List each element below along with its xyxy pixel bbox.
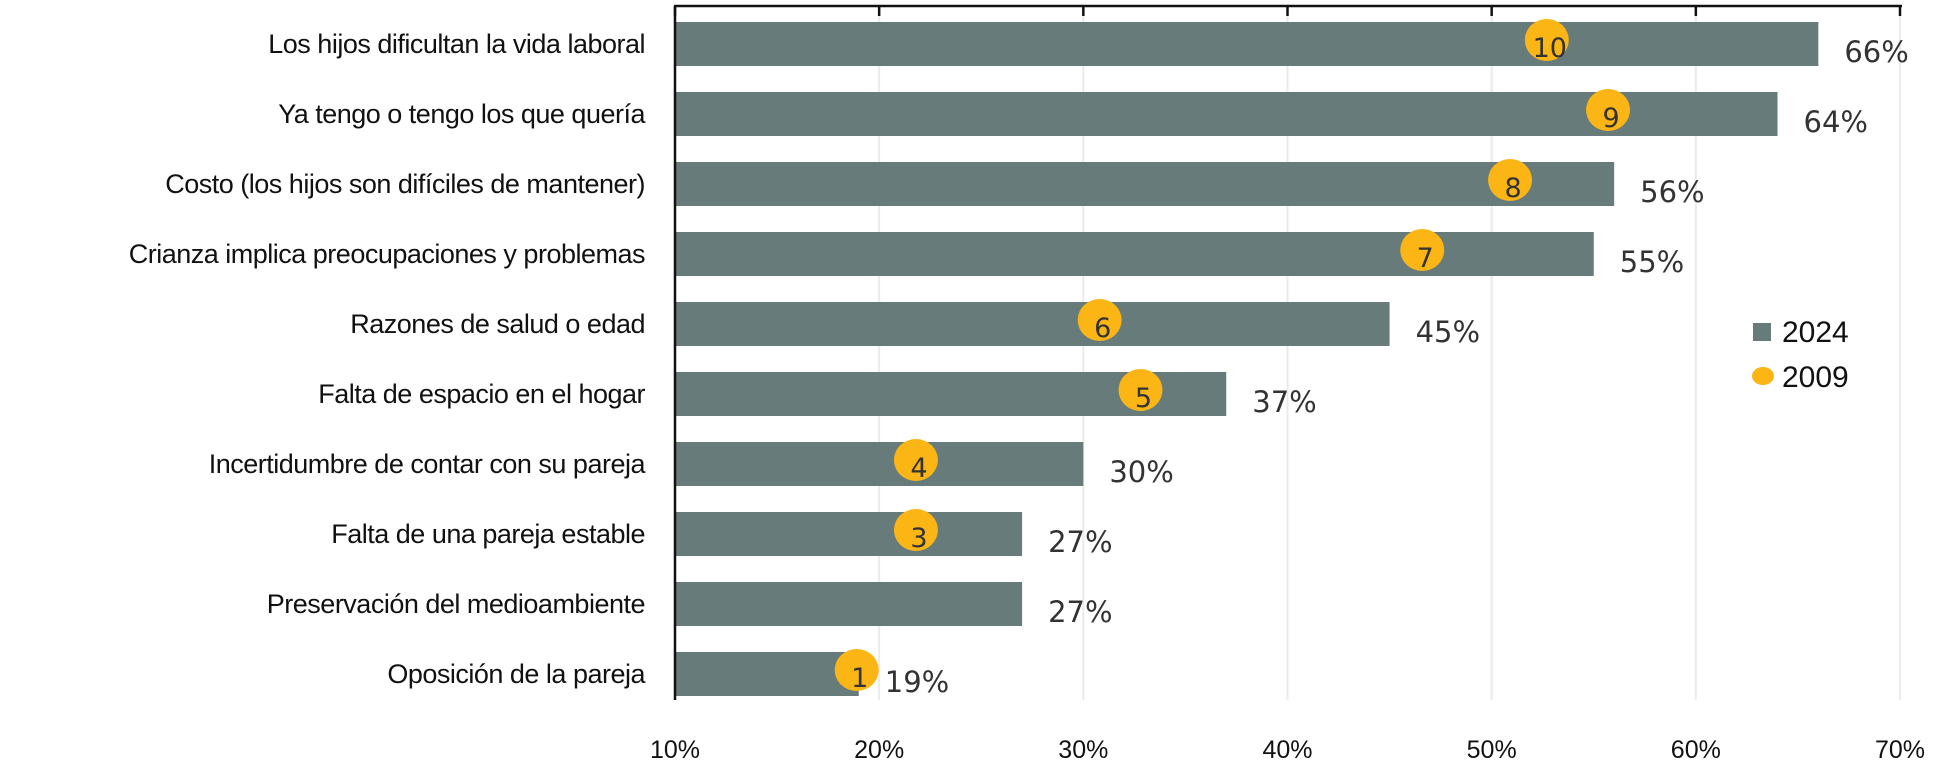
dot-rank-label: 9 xyxy=(1602,103,1619,134)
bar-2024 xyxy=(676,302,1390,346)
category-label: Costo (los hijos son difíciles de manten… xyxy=(165,169,645,199)
category-label: Ya tengo o tengo los que quería xyxy=(278,99,646,129)
bars-2024 xyxy=(676,22,1819,696)
dot-rank-label: 8 xyxy=(1504,173,1521,204)
value-label: 19% xyxy=(885,665,949,699)
value-label: 66% xyxy=(1844,35,1908,69)
dot-2009 xyxy=(1077,299,1122,341)
bar-2024 xyxy=(676,442,1084,486)
value-label: 27% xyxy=(1048,595,1112,629)
x-tick-label: 50% xyxy=(1467,736,1517,764)
category-label: Incertidumbre de contar con su pareja xyxy=(209,449,647,479)
bar-2024 xyxy=(676,232,1594,276)
dot-2009 xyxy=(834,649,879,691)
bar-2024 xyxy=(676,582,1023,626)
value-labels: 66% 64% 56% 55% 45% 37% 30% 27% 27% 19% xyxy=(885,35,1909,699)
category-label: Preservación del medioambiente xyxy=(267,589,645,619)
value-label: 55% xyxy=(1620,245,1684,279)
dot-rank-label: 7 xyxy=(1417,243,1434,274)
dot-rank-label: 4 xyxy=(910,453,927,484)
category-label: Falta de una pareja estable xyxy=(331,519,645,549)
legend: 2024 2009 xyxy=(1752,316,1849,394)
legend-label-2009: 2009 xyxy=(1782,361,1849,394)
bar-2024 xyxy=(676,512,1023,556)
category-label: Oposición de la pareja xyxy=(387,659,646,689)
x-tick-label: 60% xyxy=(1671,736,1721,764)
dot-2009 xyxy=(893,509,938,551)
dot-2009 xyxy=(1524,19,1569,61)
value-label: 45% xyxy=(1416,315,1480,349)
dot-2009 xyxy=(893,439,938,481)
dot-rank-label: 1 xyxy=(851,663,868,694)
bar-2024 xyxy=(676,652,859,696)
category-label: Falta de espacio en el hogar xyxy=(318,379,645,409)
value-label: 56% xyxy=(1640,175,1704,209)
category-label: Razones de salud o edad xyxy=(350,309,645,339)
dot-2009 xyxy=(1488,159,1533,201)
dot-2009 xyxy=(1118,369,1163,411)
dot-rank-label: 6 xyxy=(1094,313,1111,344)
dot-2009 xyxy=(1400,229,1445,271)
bar-2024 xyxy=(676,22,1819,66)
dot-rank-label: 5 xyxy=(1135,383,1152,414)
dots-2009: 10 9 8 7 6 5 4 3 1 xyxy=(834,19,1631,694)
x-tick-labels: 10% 20% 30% 40% 50% 60% 70% xyxy=(650,736,1925,764)
x-tick-label: 40% xyxy=(1262,736,1312,764)
x-tick-label: 70% xyxy=(1875,736,1925,764)
category-label: Crianza implica preocupaciones y problem… xyxy=(129,239,645,269)
x-tick-label: 20% xyxy=(854,736,904,764)
value-label: 37% xyxy=(1252,385,1316,419)
legend-swatch-2009 xyxy=(1752,367,1774,385)
x-tick-label: 10% xyxy=(650,736,700,764)
legend-label-2024: 2024 xyxy=(1782,316,1849,349)
category-labels: Los hijos dificultan la vida laboral Ya t… xyxy=(129,29,647,689)
dot-rank-label: 10 xyxy=(1533,33,1567,64)
dot-2009 xyxy=(1586,89,1631,131)
value-label: 30% xyxy=(1109,455,1173,489)
x-tick-label: 30% xyxy=(1058,736,1108,764)
value-label: 27% xyxy=(1048,525,1112,559)
bar-2024 xyxy=(676,162,1615,206)
legend-swatch-2024 xyxy=(1753,323,1771,341)
value-label: 64% xyxy=(1804,105,1868,139)
dot-rank-label: 3 xyxy=(910,523,927,554)
category-label: Los hijos dificultan la vida laboral xyxy=(268,29,645,59)
